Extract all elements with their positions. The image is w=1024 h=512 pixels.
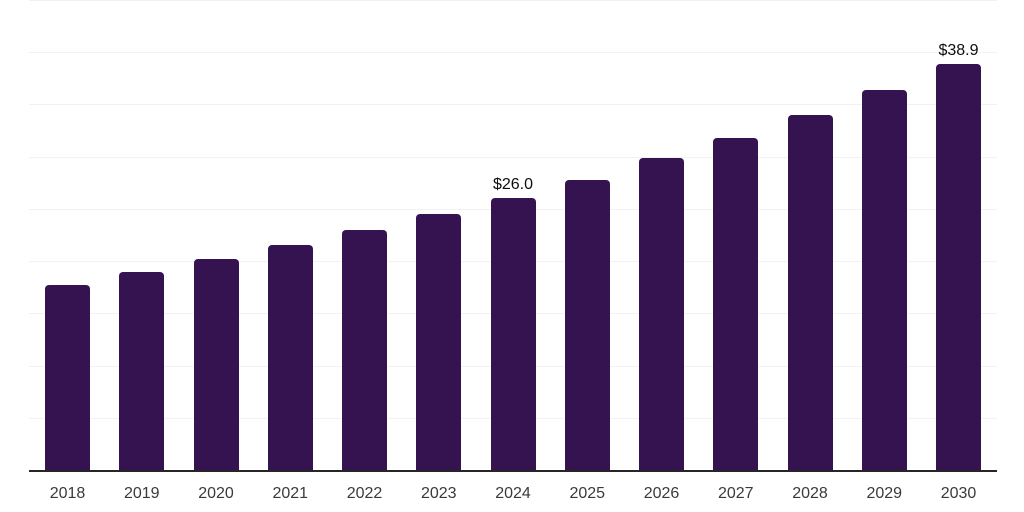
x-tick-label: 2026 <box>643 485 680 502</box>
bar-2021 <box>267 245 313 470</box>
bar-2027 <box>713 137 759 470</box>
gridline <box>29 52 997 54</box>
x-tick-label: 2030 <box>940 485 977 502</box>
gridline <box>29 104 997 106</box>
bar-2022 <box>342 229 387 470</box>
bar-2020 <box>193 259 239 470</box>
bar-2023 <box>416 214 462 470</box>
x-tick-label: 2027 <box>717 485 754 502</box>
bar-2024 <box>490 198 536 470</box>
x-tick-label: 2023 <box>420 485 457 502</box>
x-tick-label: 2025 <box>569 485 606 502</box>
bar-2018 <box>45 285 90 470</box>
bar-2029 <box>861 89 907 470</box>
x-tick-label: 2028 <box>792 485 828 502</box>
plot-area: $26.0 $38.9 <box>29 0 997 470</box>
bar-2026 <box>639 157 684 470</box>
gridline <box>29 156 997 158</box>
x-tick-label: 2024 <box>495 485 531 502</box>
x-tick-label: 2022 <box>346 485 383 502</box>
bar-2028 <box>787 114 833 470</box>
x-tick-label: 2021 <box>272 485 309 502</box>
x-tick-label: 2029 <box>866 485 903 502</box>
x-tick-label: 2018 <box>49 485 86 502</box>
bar-2019 <box>119 271 165 470</box>
x-tick-label: 2020 <box>198 485 234 502</box>
bar-2025 <box>564 179 610 470</box>
bar-value-label: $26.0 <box>492 176 534 194</box>
gridline <box>29 0 997 1</box>
bar-value-label: $38.9 <box>938 41 979 59</box>
x-axis-line <box>29 470 997 472</box>
bar-2030 <box>936 63 981 470</box>
x-tick-label: 2019 <box>123 485 160 502</box>
